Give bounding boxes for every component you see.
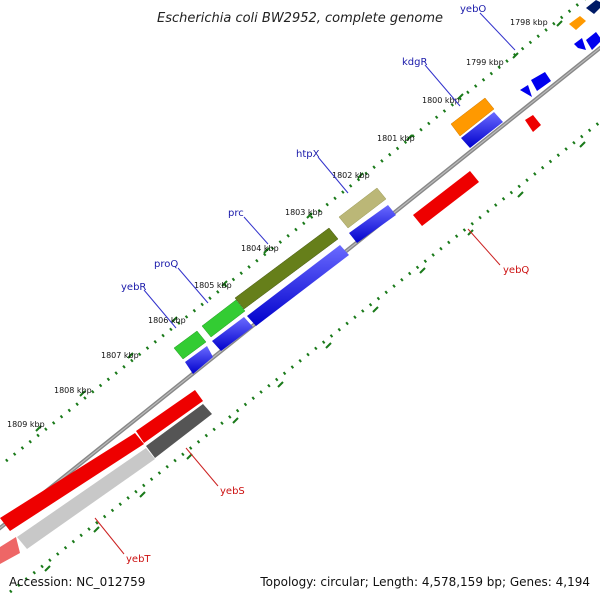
kbp-label: 1808 kbp xyxy=(54,386,92,395)
feature-cds xyxy=(586,32,600,50)
outer-ruler xyxy=(5,0,586,463)
gene-yebT xyxy=(0,433,144,531)
kbp-label: 1802 kbp xyxy=(332,171,370,180)
kbp-labels: 1798 kbp 1799 kbp 1800 kbp 1801 kbp 1802… xyxy=(7,18,548,429)
gene-yebR xyxy=(173,330,207,360)
outer-major-ticks xyxy=(35,20,563,432)
inner-major-ticks xyxy=(44,141,586,572)
accession-label: Accession: NC_012759 xyxy=(9,575,145,589)
gene-label-yebQ: yebQ xyxy=(503,265,529,276)
feature-navy xyxy=(586,0,600,14)
feature-light-gray xyxy=(17,448,155,549)
kbp-label: 1809 kbp xyxy=(7,420,45,429)
feature-orange-small xyxy=(569,16,586,30)
feature-red-small xyxy=(525,115,541,132)
kbp-label: 1804 kbp xyxy=(241,244,279,253)
gene-yebQ xyxy=(413,171,479,226)
kbp-label: 1801 kbp xyxy=(377,134,415,143)
kbp-label: 1807 kbp xyxy=(101,351,139,360)
gene-label-yebO: yebO xyxy=(460,4,486,15)
map-title: Escherichia coli BW2952, complete genome xyxy=(157,11,443,26)
feature-cds xyxy=(185,346,213,374)
gene-yebS xyxy=(136,390,203,443)
kbp-label: 1800 kbp xyxy=(422,96,460,105)
kbp-label: 1799 kbp xyxy=(466,58,504,67)
feature-dark-gray xyxy=(146,404,212,458)
gene-label-yebT: yebT xyxy=(126,554,151,565)
gene-label-proQ: proQ xyxy=(154,259,178,270)
feature-light-red xyxy=(0,537,20,564)
feature-cds xyxy=(531,72,551,91)
genome-summary: Topology: circular; Length: 4,578,159 bp… xyxy=(259,575,590,589)
gene-label-prc: prc xyxy=(228,208,244,219)
feature-cds xyxy=(349,205,396,243)
gene-labels: yebO kdgR htpX prc proQ yebR yebQ yebS y… xyxy=(121,4,529,565)
gene-htpX xyxy=(338,187,387,229)
kbp-label: 1805 kbp xyxy=(194,281,232,290)
gene-leader-lines xyxy=(94,12,516,555)
feature-cds xyxy=(212,317,253,351)
inner-ruler xyxy=(9,120,600,594)
feature-tracks xyxy=(0,0,600,564)
feature-cds xyxy=(247,245,349,326)
gene-label-yebS: yebS xyxy=(220,486,245,497)
gene-label-htpX: htpX xyxy=(296,149,320,160)
feature-cds xyxy=(574,38,586,50)
gene-label-yebR: yebR xyxy=(121,282,146,293)
gene-prc xyxy=(234,227,339,310)
kbp-label: 1806 kbp xyxy=(148,316,186,325)
feature-cds xyxy=(520,85,532,97)
kbp-label: 1798 kbp xyxy=(510,18,548,27)
gene-label-kdgR: kdgR xyxy=(402,57,427,68)
gene-kdgR xyxy=(450,97,495,137)
feature-cds xyxy=(461,112,503,148)
kbp-label: 1803 kbp xyxy=(285,208,323,217)
gene-proQ xyxy=(201,299,246,338)
